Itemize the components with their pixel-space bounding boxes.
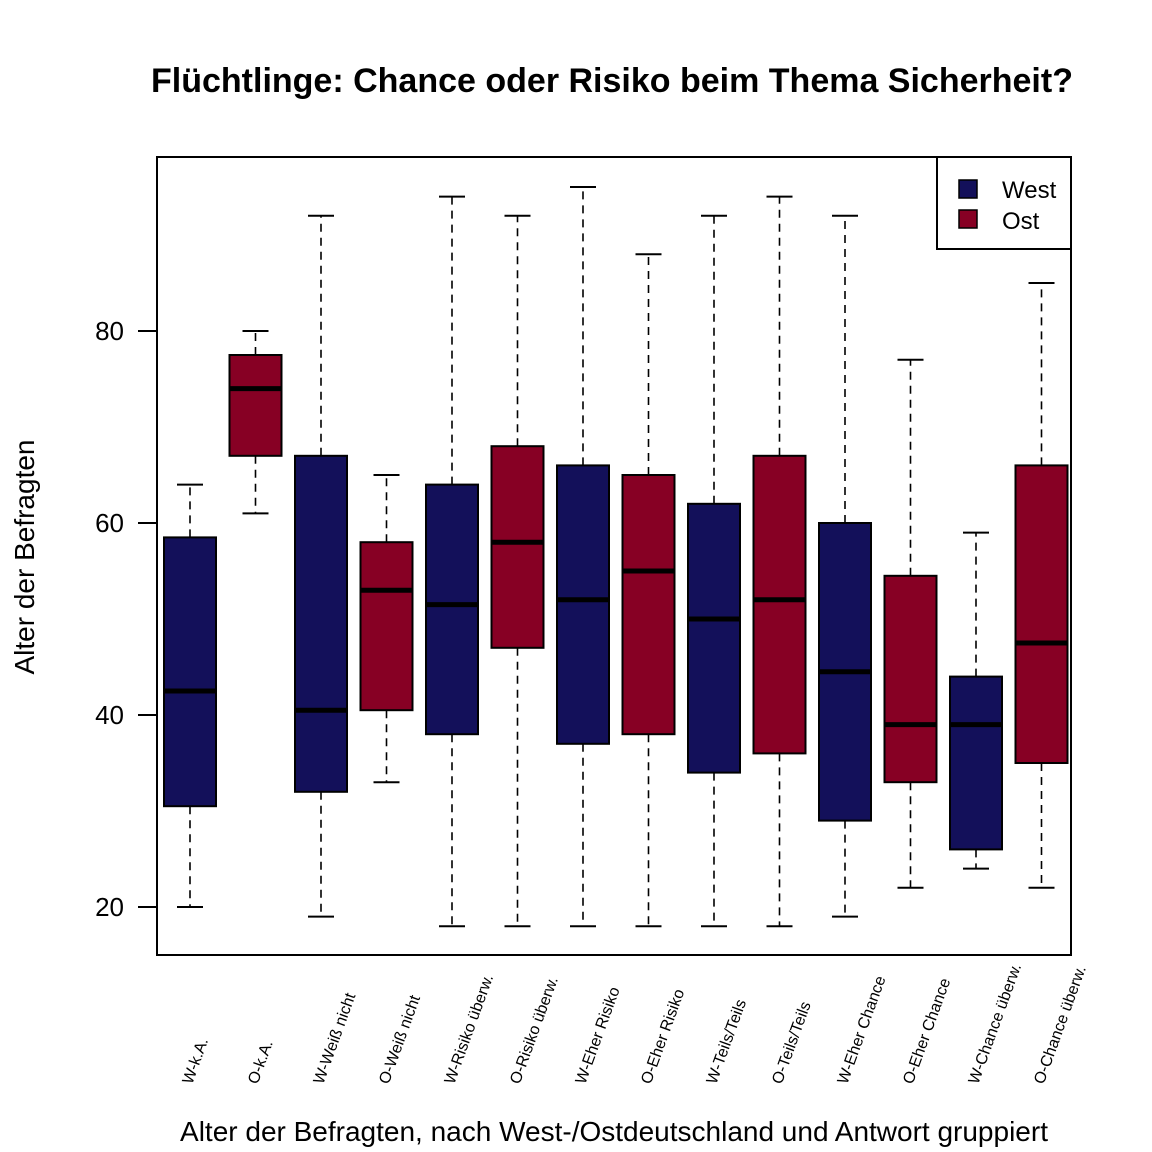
category-label: O-Eher Risiko (638, 987, 688, 1086)
category-label: O-Weiß nicht (376, 993, 424, 1087)
category-label: O-Risiko überw. (507, 974, 562, 1086)
category-label: O-k.A. (245, 1038, 276, 1086)
category-label: O-Teils/Teils (769, 1000, 814, 1087)
legend-swatch-west (958, 179, 978, 199)
box-12 (949, 531, 1003, 870)
box-1 (228, 330, 283, 515)
box-4 (425, 195, 479, 928)
box-iqr (556, 464, 610, 745)
box-iqr (949, 675, 1003, 851)
box-iqr (359, 541, 414, 712)
box-8 (687, 214, 741, 928)
box-iqr (687, 502, 741, 774)
box-7 (621, 253, 676, 928)
box-iqr (490, 445, 545, 649)
box-11 (883, 358, 938, 889)
category-label: W-Risiko überw. (442, 972, 497, 1086)
category-label: W-Chance überw. (966, 961, 1025, 1086)
category-labels: W-k.A. O-k.A. W-Weiß nicht O-Weiß nicht W-Ri… (180, 961, 1090, 1086)
box-10 (818, 214, 872, 918)
category-label: O-Eher Chance (900, 976, 954, 1086)
box-0 (163, 483, 217, 908)
box-iqr (1014, 464, 1069, 764)
x-axis-label: Alter der Befragten, nach West-/Ostdeuts… (180, 1116, 1048, 1147)
y-tick-label: 20 (95, 892, 124, 922)
legend-swatch-ost (958, 209, 978, 229)
category-label: W-Eher Chance (835, 974, 890, 1087)
category-label: W-Teils/Teils (704, 997, 750, 1086)
boxes-layer (163, 186, 1069, 928)
legend-label-west: West (1002, 177, 1057, 204)
box-9 (752, 195, 807, 928)
box-iqr (752, 454, 807, 755)
category-label: W-Eher Risiko (573, 985, 624, 1087)
legend-label-ost: Ost (1002, 208, 1040, 235)
y-tick-label: 40 (95, 700, 124, 730)
category-label: O-Chance überw. (1031, 964, 1090, 1087)
box-3 (359, 474, 414, 784)
legend: West Ost (936, 156, 1072, 250)
box-iqr (294, 454, 348, 793)
category-label: W-Weiß nicht (311, 990, 360, 1086)
y-tick-label: 80 (95, 316, 124, 346)
legend-frame (936, 156, 1072, 250)
y-tick-label: 60 (95, 508, 124, 538)
box-6 (556, 186, 610, 928)
y-axis-label: Alter der Befragten (9, 439, 40, 674)
category-label: W-k.A. (180, 1036, 212, 1087)
chart-title: Flüchtlinge: Chance oder Risiko beim The… (151, 62, 1073, 100)
box-iqr (425, 483, 479, 736)
box-13 (1014, 282, 1069, 889)
box-iqr (163, 536, 217, 808)
box-2 (294, 214, 348, 918)
box-5 (490, 214, 545, 928)
y-axis: 20 40 60 80 (95, 316, 158, 922)
box-iqr (228, 354, 283, 457)
box-iqr (883, 574, 938, 784)
box-iqr (621, 474, 676, 736)
